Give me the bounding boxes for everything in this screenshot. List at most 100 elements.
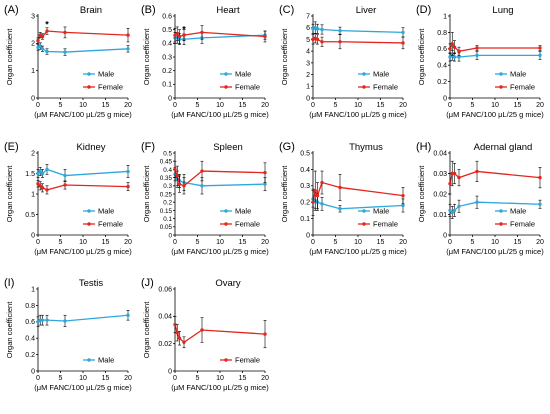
series-line [174,174,266,187]
legend-label: Male [98,356,114,365]
x-axis-title: (μM FANC/100 μL/25 g mice) [171,383,269,392]
data-point [457,55,461,59]
x-tick-label: 15 [514,239,522,246]
y-tick-label: 0 [31,232,35,239]
legend-swatch-marker [499,209,503,213]
data-point [177,336,182,340]
y-tick-label: 1.5 [25,171,35,178]
series-female [173,160,267,195]
panel-label: (H) [416,141,431,153]
x-axis-title: (μM FANC/100 μL/25 g mice) [34,247,132,256]
data-point [338,185,342,190]
x-tick-label: 5 [196,375,200,382]
y-tick-label: 0.4 [300,167,310,174]
legend-label: Female [235,83,260,92]
data-point [182,184,186,188]
y-tick-label: 0 [168,368,172,375]
data-point [126,47,130,51]
series-male [36,310,130,328]
data-point [177,182,182,186]
data-point [40,34,45,39]
data-point [45,49,49,54]
data-point [475,200,479,204]
data-point [313,189,317,193]
x-tick-label: 10 [354,102,362,109]
y-tick-label: 0.45 [160,159,173,166]
x-tick-label: 0 [448,239,452,246]
y-tick-label: 0.6 [162,13,172,20]
data-point [177,34,182,39]
panel-label: (E) [4,141,19,153]
panel-heart: (B) Heart 0 0.1 0.2 0.3 0.4 0.5 0.6 0 5 10 15 20 Organ… [141,4,269,119]
y-tick-label: 4 [306,49,310,56]
data-point [538,175,542,180]
series-female [173,25,267,44]
y-tick-label: 0.2 [25,352,35,359]
y-tick-label: 0.4 [25,336,35,343]
data-point [457,175,461,180]
data-point [452,171,457,176]
y-tick-label: 0 [306,95,310,102]
y-tick-label: 0.04 [158,314,172,321]
data-point [450,210,454,215]
y-tick-label: 2 [31,41,35,48]
panel-ovary: (J) Ovary 0 0.02 0.04 0.06 0 5 10 15 20 Organ coeff… [141,277,269,392]
data-point [401,193,405,198]
series-line [449,54,540,58]
y-tick-label: 1 [31,191,35,198]
y-tick-label: 0.4 [163,167,172,174]
series-line [37,30,129,41]
data-point [320,180,324,185]
data-point [457,204,461,208]
y-tick-label: 0.1 [163,216,172,223]
series-line [174,31,266,38]
x-tick-label: 10 [216,375,224,382]
legend-swatch-marker [362,222,366,226]
series-female [36,180,130,195]
legend-label: Male [98,207,114,216]
data-point [38,184,42,188]
data-point [40,47,45,51]
legend: Male Female [220,207,260,229]
x-tick-label: 15 [377,102,385,109]
legend-swatch-marker [224,209,228,213]
data-point [263,182,267,186]
data-point [173,322,177,327]
legend-swatch-marker [224,85,228,89]
x-tick-label: 0 [448,102,452,109]
y-tick-label: 1 [443,13,447,20]
x-tick-label: 5 [59,375,63,382]
panel-label: (I) [4,277,14,289]
data-point [175,174,179,178]
y-tick-label: 0.8 [437,30,447,37]
legend-label: Male [510,207,526,216]
data-point [40,318,45,322]
data-point [263,34,267,39]
x-tick-label: 5 [471,102,475,109]
data-point [338,40,342,44]
series-line [37,45,129,53]
x-tick-label: 5 [471,239,475,246]
series-line [37,168,129,177]
y-tick-label: 0 [168,95,172,102]
data-point [338,207,342,211]
data-point [36,38,40,43]
x-axis-title: (μM FANC/100 μL/25 g mice) [446,110,544,119]
x-tick-label: 15 [377,239,385,246]
data-point [450,42,454,46]
y-axis-title: Organ coefficient [142,28,151,85]
x-tick-label: 15 [102,102,110,109]
y-tick-label: 5 [306,37,310,44]
data-point [200,328,204,332]
data-point [200,169,204,173]
legend-swatch-marker [499,222,503,226]
legend: Female [220,356,260,365]
series-male [311,21,405,38]
x-tick-label: 10 [79,102,87,109]
significance-marker: * [182,24,186,34]
panel-liver: (C) Liver 0 1 2 3 4 5 6 7 0 5 10 15 20 Organ coefficien… [279,4,407,119]
y-axis-title: Organ coefficient [417,165,426,222]
data-point [182,340,186,344]
